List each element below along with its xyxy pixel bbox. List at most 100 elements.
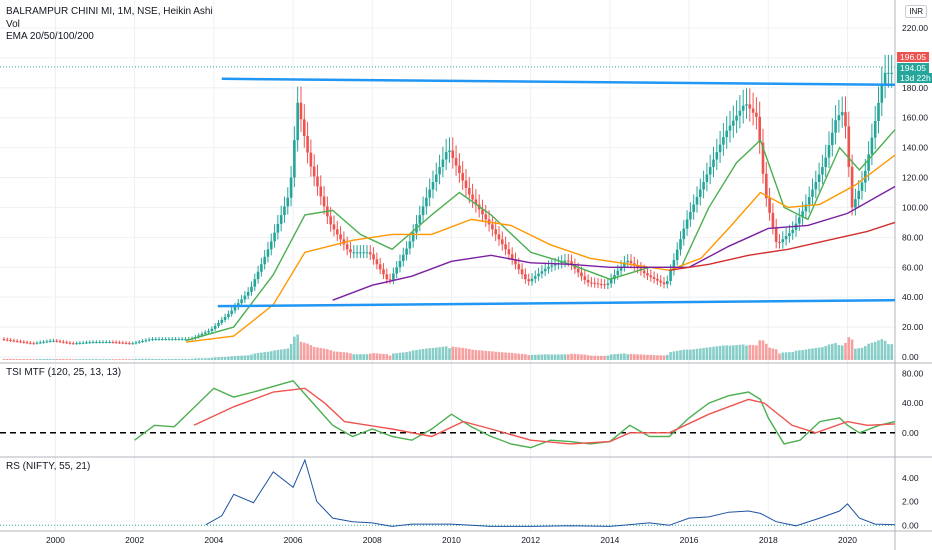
candle-body	[319, 186, 323, 197]
volume-bar	[794, 350, 798, 360]
price-tick-label: 140.00	[902, 143, 928, 153]
volume-bar	[781, 352, 785, 360]
volume-bar	[411, 350, 415, 360]
volume-bar	[682, 349, 686, 360]
volume-bar	[797, 350, 801, 360]
candle-body	[359, 252, 362, 254]
volume-bar	[91, 359, 95, 360]
candle-body	[623, 262, 626, 267]
candle-body	[609, 279, 613, 284]
volume-bar	[273, 350, 276, 360]
volume-bar	[266, 351, 270, 360]
volume-bar	[425, 348, 428, 360]
candle-body	[250, 286, 253, 292]
volume-bar	[854, 348, 857, 360]
volume-bar	[104, 359, 108, 360]
volume-bar	[296, 334, 299, 360]
volume-bar	[580, 354, 583, 360]
volume-bar	[834, 343, 837, 360]
price-tick-label: 0.00	[902, 352, 919, 362]
candle-body	[807, 196, 811, 205]
candle-body	[207, 330, 210, 333]
volume-bar	[19, 359, 22, 360]
volume-bar	[299, 341, 303, 360]
volume-bar	[636, 354, 639, 360]
rs-tick-label: 0.00	[902, 520, 919, 530]
candle-body	[177, 339, 181, 341]
candle-body	[738, 110, 742, 116]
candle-body	[134, 342, 138, 344]
candle-body	[788, 232, 791, 237]
volume-bar	[656, 355, 659, 360]
candle-body	[504, 244, 507, 250]
candle-body	[223, 316, 227, 320]
candle-body	[217, 322, 220, 326]
candle-body	[161, 339, 164, 341]
volume-bar	[517, 353, 521, 360]
candle-body	[233, 306, 237, 311]
volume-bar	[850, 339, 854, 360]
candle-body	[481, 209, 484, 215]
candle-body	[368, 252, 372, 255]
candle-body	[213, 325, 217, 329]
candle-body	[471, 194, 474, 200]
candle-body	[398, 261, 402, 268]
volume-bar	[844, 342, 847, 360]
volume-bar	[197, 358, 200, 360]
volume-bar	[570, 353, 573, 360]
volume-bar	[98, 359, 101, 360]
volume-bar	[359, 354, 362, 360]
volume-bar	[807, 348, 811, 360]
volume-bar	[672, 351, 676, 360]
x-tick-label: 2018	[759, 535, 778, 545]
candle-body	[256, 271, 260, 280]
candle-body	[200, 333, 204, 336]
volume-bar	[382, 353, 385, 360]
volume-bar	[164, 359, 167, 360]
candle-body	[78, 342, 82, 344]
volume-bar	[243, 355, 247, 360]
candle-body	[675, 249, 679, 261]
x-tick-label: 2020	[838, 535, 857, 545]
tsi-series-1	[134, 380, 896, 449]
volume-bar	[613, 354, 616, 360]
volume-bar	[137, 358, 141, 360]
volume-bar	[184, 359, 187, 360]
candle-body	[58, 341, 62, 343]
candle-body	[854, 199, 857, 208]
candle-body	[507, 249, 511, 255]
candle-body	[441, 159, 445, 168]
candle-body	[375, 259, 379, 265]
candle-body	[111, 342, 115, 344]
candle-body	[418, 215, 422, 224]
volume-bar	[29, 359, 32, 360]
volume-bar	[464, 348, 468, 360]
candle-body	[566, 260, 570, 262]
volume-bar	[576, 354, 580, 360]
volume-bar	[332, 351, 336, 360]
candle-body	[385, 274, 389, 280]
candle-body	[157, 339, 161, 341]
candle-body	[755, 112, 758, 117]
candle-body	[467, 187, 471, 195]
volume-bar	[481, 350, 484, 360]
volume-bar	[863, 346, 867, 360]
volume-bar	[421, 348, 425, 360]
volume-bar	[764, 343, 768, 360]
candle-body	[345, 244, 349, 250]
volume-bar	[708, 347, 712, 360]
volume-bar	[692, 349, 695, 360]
volume-bar	[698, 348, 702, 360]
candle-body	[464, 180, 468, 188]
volume-bar	[718, 345, 722, 360]
candle-body	[599, 283, 603, 285]
candle-body	[35, 342, 39, 344]
currency-button[interactable]: INR	[905, 5, 927, 18]
candle-body	[263, 256, 266, 265]
candle-body	[860, 182, 864, 191]
volume-bar	[240, 355, 243, 360]
volume-bar	[345, 352, 349, 360]
candle-body	[114, 342, 118, 344]
